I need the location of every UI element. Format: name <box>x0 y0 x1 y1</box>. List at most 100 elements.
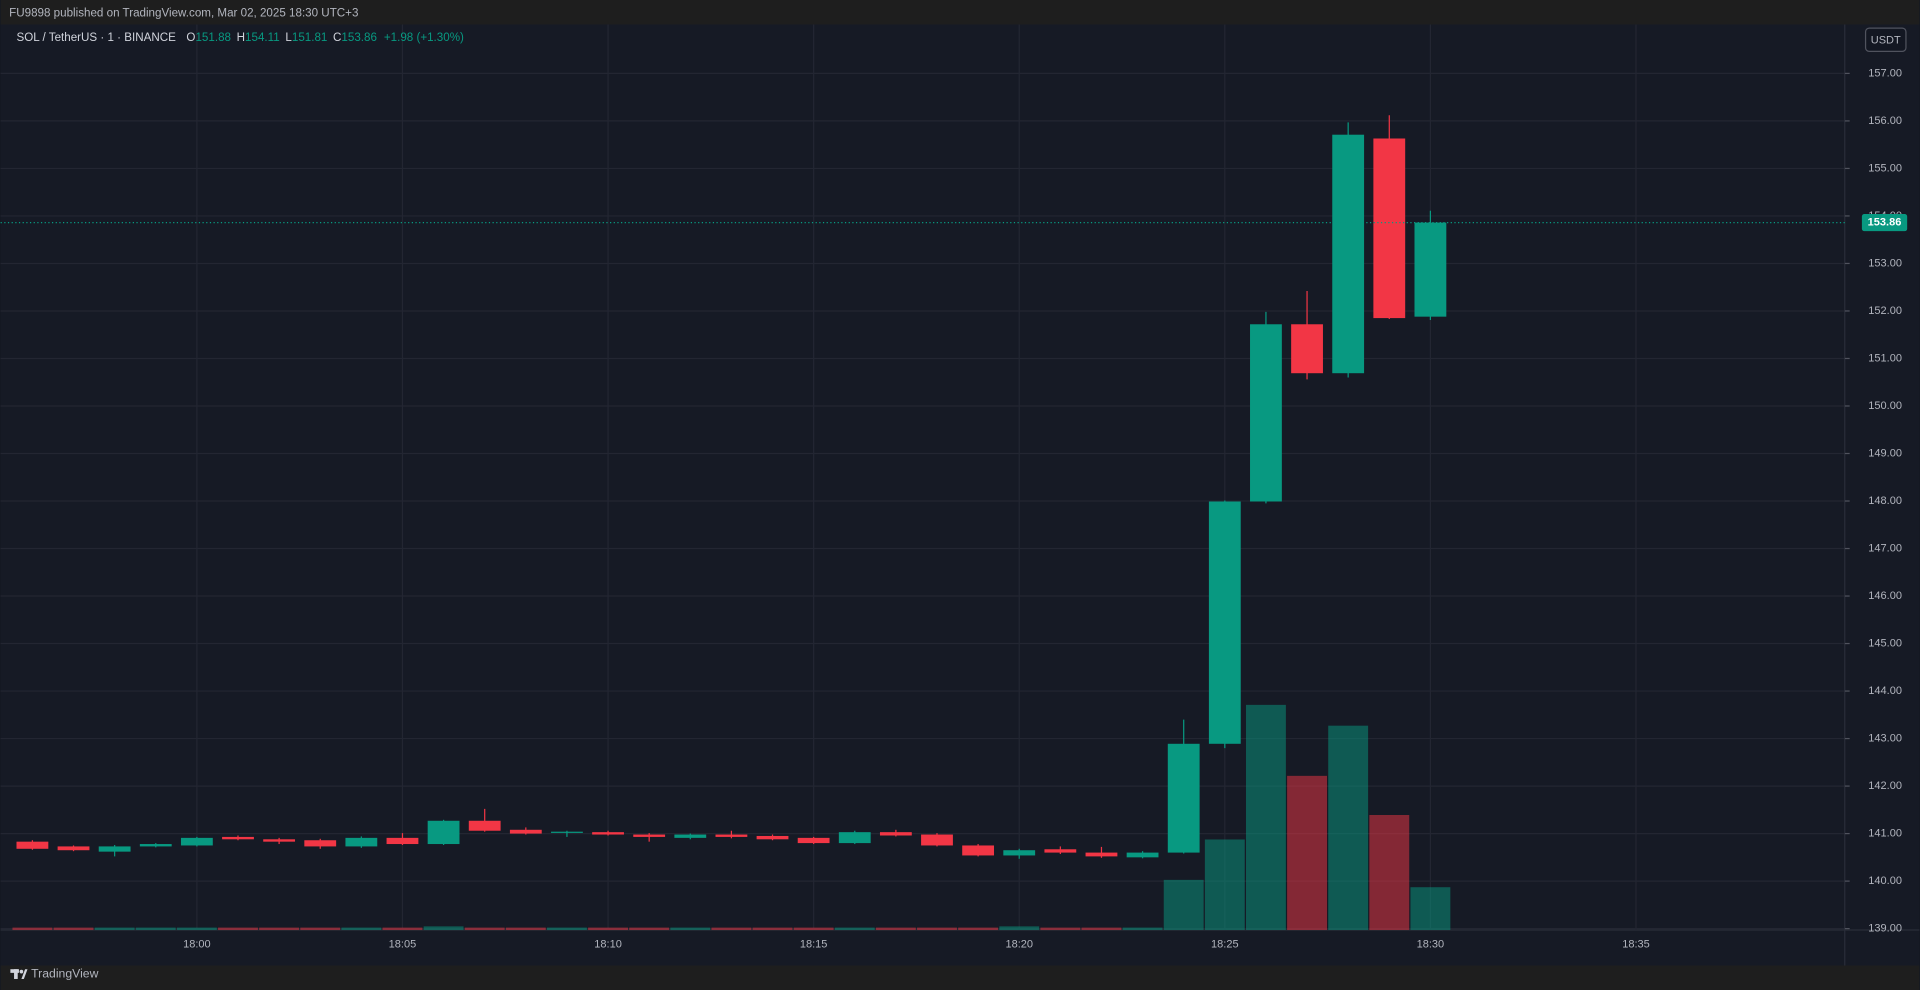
candle-body <box>551 831 583 833</box>
y-tick-label: 148.00 <box>1868 495 1902 507</box>
ohlc-label: O <box>186 31 195 44</box>
candle-body <box>1085 852 1118 857</box>
candle-body <box>756 835 789 840</box>
ohlc-value: 151.88 <box>195 31 231 44</box>
candle-body <box>1167 743 1200 853</box>
ohlc-label: H <box>237 31 245 44</box>
symbol: SOL / TetherUS · 1 · BINANCE <box>17 31 177 44</box>
y-tick-label: 150.00 <box>1868 400 1902 412</box>
volume-bar <box>793 927 834 931</box>
ohlc-value: 151.81 <box>292 31 328 44</box>
candle-body <box>263 839 296 842</box>
volume-bar <box>1081 927 1122 931</box>
y-tick-label: 157.00 <box>1868 67 1902 79</box>
volume-bar <box>1245 704 1286 931</box>
y-tick-label: 141.00 <box>1868 827 1902 839</box>
candle-body <box>633 834 666 837</box>
candle-body <box>345 837 378 847</box>
ohlc-value: 154.11 <box>245 31 280 44</box>
candle-body <box>180 837 213 846</box>
y-tick-label: 144.00 <box>1868 685 1902 697</box>
x-tick-label: 18:30 <box>1417 939 1445 951</box>
volume-bar <box>341 927 382 931</box>
candle-body <box>1291 324 1323 374</box>
brand-logo <box>10 969 28 979</box>
volume-bar <box>423 926 464 931</box>
volume-bar <box>1040 927 1081 931</box>
volume-bar <box>958 927 999 931</box>
volume-bar <box>1122 927 1163 931</box>
candle-body <box>1126 852 1159 858</box>
volume-bar <box>1204 839 1245 931</box>
footer-brand: TradingView <box>31 966 98 980</box>
x-tick-label: 18:10 <box>594 939 622 951</box>
candle-body <box>1044 849 1077 853</box>
candle-body <box>1250 324 1282 502</box>
last-price-label: 153.86 <box>1868 217 1902 229</box>
candle-body <box>222 836 254 840</box>
y-tick-label: 153.00 <box>1868 257 1902 269</box>
volume-bar <box>382 927 423 931</box>
y-tick-label: 156.00 <box>1868 115 1902 127</box>
volume-bar <box>917 927 957 931</box>
volume-bar <box>588 927 629 931</box>
candle-body <box>427 820 460 845</box>
y-tick-label: 149.00 <box>1868 447 1902 459</box>
y-tick-label: 146.00 <box>1868 590 1902 602</box>
x-tick-label: 18:35 <box>1622 939 1650 951</box>
candle-body <box>98 846 131 852</box>
header-text: FU9898 published on TradingView.com, Mar… <box>9 7 358 20</box>
candle-body <box>797 837 830 844</box>
volume-bar <box>300 927 341 931</box>
y-tick-label: 139.00 <box>1868 923 1902 935</box>
volume-bar <box>1328 725 1369 931</box>
volume-bar <box>1410 887 1451 931</box>
y-tick-label: 155.00 <box>1868 162 1902 174</box>
volume-bar <box>752 927 793 931</box>
y-tick-label: 147.00 <box>1868 542 1902 554</box>
volume-bar <box>12 927 53 931</box>
candle-body <box>509 829 542 834</box>
marks <box>12 115 1451 931</box>
x-tick-label: 18:15 <box>800 939 828 951</box>
x-tick-label: 18:05 <box>389 939 417 951</box>
volume-bar <box>176 927 217 931</box>
volume-bar <box>259 927 300 931</box>
volume-bar <box>135 927 176 931</box>
y-tick-label: 143.00 <box>1868 732 1902 744</box>
volume-bar <box>94 927 135 931</box>
currency-button[interactable] <box>1864 27 1907 53</box>
chart-panel <box>0 24 1920 966</box>
candle-body <box>1414 222 1447 317</box>
volume-bar <box>875 927 916 931</box>
candle-body <box>962 845 995 856</box>
volume-bar <box>218 927 258 931</box>
candle-body <box>838 832 871 844</box>
last-price-box <box>1861 214 1908 232</box>
y-tick-label: 140.00 <box>1868 875 1902 887</box>
ohlc-value: 153.86 <box>341 31 377 44</box>
volume-bar <box>629 927 670 931</box>
volume-bar <box>1369 815 1410 931</box>
candle-body <box>1208 501 1241 744</box>
candle-body <box>57 846 90 851</box>
y-tick-label: 142.00 <box>1868 780 1902 792</box>
candle-body <box>304 840 337 847</box>
volume-bar <box>711 927 752 931</box>
candle-body <box>1373 138 1406 319</box>
volume-bar <box>464 927 505 931</box>
volume-bar <box>53 927 94 931</box>
ohlc-label: L <box>285 31 292 44</box>
x-tick-label: 18:00 <box>183 939 211 951</box>
x-tick-label: 18:25 <box>1211 939 1239 951</box>
candle-body <box>139 844 172 847</box>
candle-body <box>715 834 748 837</box>
y-tick-label: 152.00 <box>1868 305 1902 317</box>
change: +1.98 (+1.30%) <box>384 31 464 44</box>
candle-body <box>921 834 953 846</box>
y-tick-label: 145.00 <box>1868 637 1902 649</box>
currency-label[interactable]: USDT <box>1871 34 1901 46</box>
volume-bar <box>834 927 875 931</box>
volume-bar <box>1287 775 1327 931</box>
